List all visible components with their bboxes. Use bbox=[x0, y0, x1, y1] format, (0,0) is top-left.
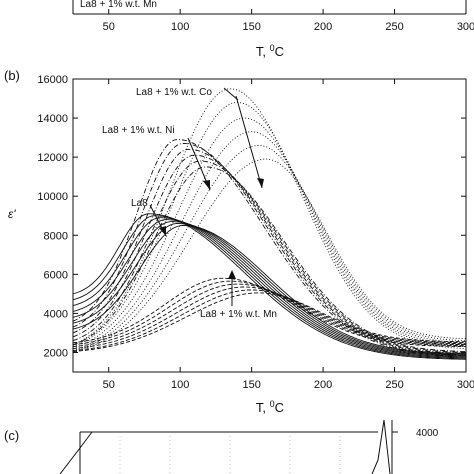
series-dotted-curve bbox=[72, 117, 467, 350]
panel-a-x-tick-label: 150 bbox=[242, 21, 260, 33]
series-dashdot-curve bbox=[72, 166, 467, 352]
panel-a-x-axis-label-tail: C bbox=[275, 44, 284, 59]
arrow-heads bbox=[159, 178, 264, 279]
panel-c-letter: (c) bbox=[4, 428, 19, 443]
series-dashed-curve bbox=[72, 292, 466, 352]
series-solid-curve bbox=[72, 221, 466, 356]
y-tick-label: 6000 bbox=[44, 269, 68, 281]
panel-c-curve-left bbox=[59, 431, 93, 474]
panel-a-x-axis-label-main: T, bbox=[256, 44, 270, 59]
annotation-co: La8 + 1% w.t. Co bbox=[136, 87, 212, 98]
panel-a-x-tick-label: 250 bbox=[385, 21, 403, 33]
arrow-head-la8 bbox=[159, 226, 166, 236]
series-dashed-curve bbox=[72, 283, 467, 348]
y-tick-label: 2000 bbox=[44, 347, 68, 359]
arrow-head-mn bbox=[228, 270, 236, 279]
series-solid-curve bbox=[72, 219, 467, 357]
series-dashdot-curve bbox=[72, 139, 467, 357]
curves bbox=[72, 88, 467, 360]
series-dotted-curve bbox=[72, 144, 466, 352]
panel-c-guides bbox=[119, 432, 341, 474]
panel-c-curve-right bbox=[371, 419, 391, 474]
panel-a-x-tick-label: 100 bbox=[171, 21, 189, 33]
x-tick-label: 250 bbox=[385, 379, 403, 391]
panel-a-x-tick-label: 50 bbox=[103, 21, 115, 33]
series-solid-curve bbox=[72, 223, 466, 355]
panel-c-fragment: (c) 4000 bbox=[4, 419, 439, 474]
arrow-co-2 bbox=[235, 95, 263, 189]
x-axis-ticks: 50 100 150 200 250 300 bbox=[103, 79, 474, 391]
arrow-head-co bbox=[257, 178, 264, 188]
x-tick-label: 300 bbox=[457, 379, 474, 391]
y-tick-label: 8000 bbox=[44, 230, 68, 242]
x-tick-label: 150 bbox=[242, 379, 260, 391]
panel-b-letter: (b) bbox=[4, 68, 20, 83]
x-axis-label-main: T, bbox=[256, 400, 270, 415]
annotation-ni: La8 + 1% w.t. Ni bbox=[102, 125, 175, 136]
y-tick-label: 14000 bbox=[37, 113, 68, 125]
arrow-co-1 bbox=[223, 87, 239, 101]
plot-frame bbox=[72, 78, 467, 373]
series-solid-curve bbox=[72, 215, 466, 359]
x-tick-label: 100 bbox=[171, 379, 189, 391]
arrow-head-ni bbox=[203, 180, 210, 190]
y-axis-label: ε' bbox=[8, 207, 16, 221]
panel-a-x-axis-label-sup: 0 bbox=[270, 43, 275, 53]
y-tick-label: 10000 bbox=[37, 191, 68, 203]
series-dashed-curve bbox=[72, 277, 466, 348]
series-solid-curve bbox=[72, 217, 467, 358]
panel-b: (b) 200040006000800010000120001400016000… bbox=[4, 68, 474, 415]
panel-a-x-ticks: 50 100 150 200 250 300 bbox=[103, 9, 474, 33]
x-tick-label: 50 bbox=[103, 379, 115, 391]
panel-a-fragment: La8 + 1% w.t. Mn 50 100 150 200 250 300 T, 0C bbox=[72, 0, 474, 59]
series-solid-curve bbox=[72, 213, 466, 360]
panel-a-x-tick-label: 200 bbox=[314, 21, 332, 33]
panel-a-x-axis-label: T, 0C bbox=[256, 43, 284, 59]
series-dotted-curve bbox=[72, 158, 467, 353]
panel-a-legend-fragment: La8 + 1% w.t. Mn bbox=[80, 0, 157, 10]
y-tick-label: 4000 bbox=[44, 308, 68, 320]
y-tick-label: 12000 bbox=[37, 152, 68, 164]
series-dotted-curve bbox=[72, 88, 467, 350]
series-dashed-curve bbox=[72, 289, 466, 351]
panel-a-x-tick-label: 300 bbox=[457, 21, 474, 33]
series-dashdot-curve bbox=[72, 160, 467, 353]
annotation-mn: La8 + 1% w.t. Mn bbox=[200, 309, 277, 320]
y-axis-ticks: 2000 4000 6000 8000 10000 12000 14000 16000 bbox=[37, 74, 466, 359]
annotation-la8: La8 bbox=[131, 198, 148, 209]
series-dashed-curve bbox=[72, 286, 466, 350]
x-tick-label: 200 bbox=[314, 379, 332, 391]
panel-c-right-tick: 4000 bbox=[416, 428, 439, 439]
x-axis-label: T, 0C bbox=[256, 399, 284, 415]
x-axis-label-tail: C bbox=[275, 400, 284, 415]
series-dashdot-curve bbox=[72, 148, 466, 355]
series-dashdot-curve bbox=[72, 143, 466, 356]
series-dashdot-curve bbox=[72, 154, 466, 354]
y-tick-label: 16000 bbox=[37, 74, 68, 86]
x-axis-label-sup: 0 bbox=[270, 399, 275, 409]
series-dotted-curve bbox=[72, 101, 467, 348]
